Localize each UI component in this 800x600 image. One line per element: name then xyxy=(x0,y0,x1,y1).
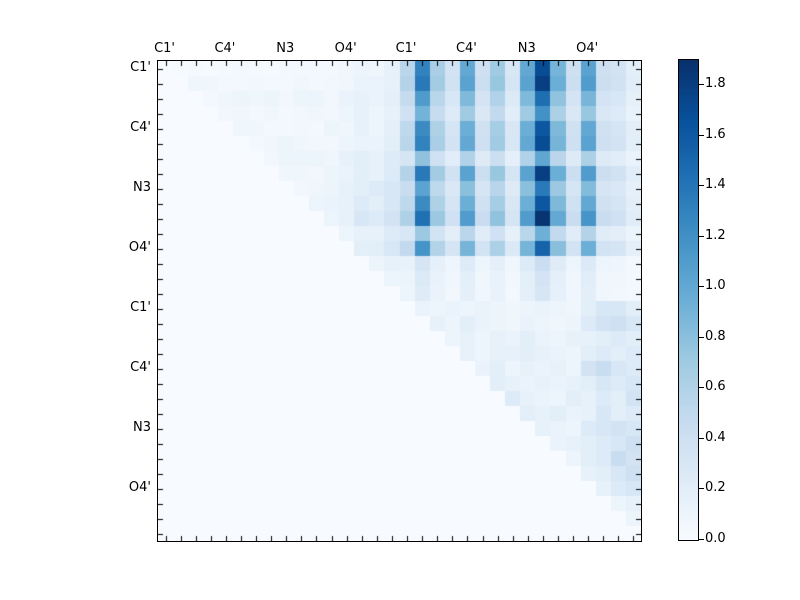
y-tick-label: C4' xyxy=(130,119,151,135)
colorbar-tick xyxy=(699,236,704,237)
colorbar-tick-label: 1.4 xyxy=(705,177,726,193)
colorbar-tick xyxy=(699,185,704,186)
y-tick-label: N3 xyxy=(133,179,151,195)
x-tick-label: O4' xyxy=(576,41,599,56)
heatmap-plot-area xyxy=(157,60,642,542)
x-tick-label: C4' xyxy=(214,41,236,56)
colorbar-tick-label: 1.6 xyxy=(705,126,726,142)
colorbar-tick xyxy=(699,539,704,540)
x-tick-label: C1' xyxy=(395,41,417,56)
heatmap-canvas xyxy=(158,61,641,541)
colorbar-tick xyxy=(699,438,704,439)
colorbar-tick-label: 0.0 xyxy=(705,531,726,546)
x-tick-label: C1' xyxy=(154,41,176,56)
colorbar-tick-label: 0.8 xyxy=(705,328,726,344)
colorbar-tick-label: 1.2 xyxy=(705,227,726,243)
colorbar-tick xyxy=(699,84,704,85)
colorbar-tick-label: 0.2 xyxy=(705,480,726,496)
colorbar-gradient xyxy=(679,60,698,540)
colorbar-tick xyxy=(699,387,704,388)
colorbar-tick-label: 1.8 xyxy=(705,76,726,92)
y-tick-label: O4' xyxy=(128,479,151,495)
colorbar-tick xyxy=(699,337,704,338)
colorbar-tick-label: 0.4 xyxy=(705,429,726,445)
colorbar-tick-label: 1.0 xyxy=(705,278,726,294)
x-tick-label: O4' xyxy=(334,41,357,56)
colorbar-tick xyxy=(699,286,704,287)
colorbar-tick xyxy=(699,488,704,489)
x-tick-label: N3 xyxy=(276,41,295,56)
y-tick-label: O4' xyxy=(128,239,151,255)
colorbar-tick-label: 0.6 xyxy=(705,379,726,395)
x-tick-label: C4' xyxy=(455,41,477,56)
colorbar-tick xyxy=(699,135,704,136)
y-tick-label: C1' xyxy=(130,59,151,75)
y-tick-label: N3 xyxy=(133,419,151,435)
colorbar xyxy=(678,59,699,541)
y-tick-label: C1' xyxy=(130,299,151,315)
y-tick-label: C4' xyxy=(130,359,151,375)
x-tick-label: N3 xyxy=(517,41,536,56)
